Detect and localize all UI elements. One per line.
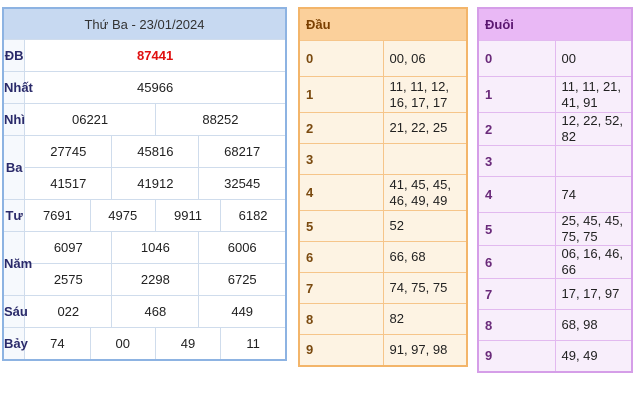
prize-value: 449 bbox=[198, 295, 287, 328]
dau-key: 4 bbox=[298, 174, 384, 211]
row-nhi: Nhì 06221 88252 bbox=[2, 103, 287, 136]
row-db: ĐB 87441 bbox=[2, 39, 287, 72]
dau-key: 6 bbox=[298, 241, 384, 273]
prize-label: Ba bbox=[2, 135, 26, 200]
prize-label: Nhì bbox=[2, 103, 26, 136]
dau-title: Đầu bbox=[298, 7, 468, 41]
prize-label: Sáu bbox=[2, 295, 28, 328]
duoi-key: 0 bbox=[477, 40, 556, 77]
dau-value: 11, 11, 12, 16, 17, 17 bbox=[382, 76, 468, 113]
prize-value: 4975 bbox=[89, 199, 156, 232]
duoi-key: 7 bbox=[477, 278, 556, 310]
duoi-value: 49, 49 bbox=[554, 340, 633, 372]
prize-value: 45816 bbox=[111, 135, 200, 168]
dau-value: 66, 68 bbox=[382, 241, 468, 273]
prize-value: 6182 bbox=[220, 199, 287, 232]
prize-value: 49 bbox=[154, 327, 222, 361]
results-title: Thứ Ba - 23/01/2024 bbox=[2, 7, 287, 40]
duoi-key: 4 bbox=[477, 176, 556, 213]
prize-label: Bảy bbox=[2, 327, 28, 361]
duoi-title: Đuôi bbox=[477, 7, 633, 41]
row-tu: Tư 7691 4975 9911 6182 bbox=[2, 199, 287, 232]
prize-value: 27745 bbox=[24, 135, 113, 168]
dau-key: 9 bbox=[298, 334, 384, 366]
prize-db-value: 87441 bbox=[24, 39, 287, 72]
duoi-key: 8 bbox=[477, 309, 556, 341]
prize-value: 6725 bbox=[198, 263, 287, 296]
row-ba-2: 41517 41912 32545 bbox=[3, 167, 287, 200]
prize-value: 6097 bbox=[24, 231, 113, 264]
duoi-key: 5 bbox=[477, 212, 556, 246]
dau-key: 8 bbox=[298, 303, 384, 335]
prize-value: 1046 bbox=[111, 231, 200, 264]
dau-value: 74, 75, 75 bbox=[382, 272, 468, 304]
duoi-table: Đuôi 0 00 1 11, 11, 21, 41, 91 2 12, 22, 52… bbox=[477, 7, 633, 373]
duoi-value: 17, 17, 97 bbox=[554, 278, 633, 310]
dau-value: 00, 06 bbox=[382, 40, 468, 77]
duoi-value bbox=[554, 145, 633, 177]
prize-value: 2298 bbox=[111, 263, 200, 296]
duoi-value: 68, 98 bbox=[554, 309, 633, 341]
duoi-key: 6 bbox=[477, 245, 556, 279]
prize-value: 7691 bbox=[24, 199, 91, 232]
duoi-key: 2 bbox=[477, 112, 556, 146]
prize-value: 74 bbox=[24, 327, 91, 361]
dau-value: 52 bbox=[382, 210, 468, 242]
duoi-value: 25, 45, 45, 75, 75 bbox=[554, 212, 633, 246]
prize-value: 468 bbox=[111, 295, 200, 328]
duoi-key: 9 bbox=[477, 340, 556, 372]
duoi-value: 06, 16, 46, 66 bbox=[554, 245, 633, 279]
prize-label: Tư bbox=[2, 199, 26, 232]
prize-value: 022 bbox=[24, 295, 113, 328]
prize-label: ĐB bbox=[2, 39, 26, 72]
prize-label: Nhất bbox=[2, 71, 33, 104]
dau-value: 41, 45, 45, 46, 49, 49 bbox=[382, 174, 468, 211]
row-nhat: Nhất 45966 bbox=[2, 71, 287, 104]
prize-value: 00 bbox=[89, 327, 156, 361]
duoi-value: 00 bbox=[554, 40, 633, 77]
dau-value: 21, 22, 25 bbox=[382, 112, 468, 144]
prize-value: 2575 bbox=[24, 263, 113, 296]
prize-value: 11 bbox=[220, 327, 287, 361]
dau-key: 7 bbox=[298, 272, 384, 304]
row-nam: Năm 6097 1046 6006 bbox=[2, 231, 287, 296]
prize-value: 68217 bbox=[198, 135, 287, 168]
dau-key: 5 bbox=[298, 210, 384, 242]
dau-key: 0 bbox=[298, 40, 384, 77]
duoi-value: 11, 11, 21, 41, 91 bbox=[554, 76, 633, 113]
row-nam-2: 2575 2298 6725 bbox=[3, 263, 287, 296]
dau-key: 2 bbox=[298, 112, 384, 144]
dau-value bbox=[382, 143, 468, 175]
prize-value: 9911 bbox=[154, 199, 222, 232]
prize-value: 32545 bbox=[198, 167, 287, 200]
prize-value: 41517 bbox=[24, 167, 113, 200]
prize-label: Năm bbox=[2, 231, 32, 296]
duoi-key: 3 bbox=[477, 145, 556, 177]
row-sau: Sáu 022 468 449 bbox=[2, 295, 287, 328]
dau-table: Đầu 0 00, 06 1 11, 11, 12, 16, 17, 17 2 21,… bbox=[298, 7, 468, 367]
prize-value: 41912 bbox=[111, 167, 200, 200]
results-table: Thứ Ba - 23/01/2024 ĐB 87441 Nhất 45966 … bbox=[2, 7, 287, 361]
prize-value: 06221 bbox=[24, 103, 156, 136]
prize-value: 45966 bbox=[24, 71, 287, 104]
row-ba: Ba 27745 45816 68217 bbox=[2, 135, 287, 200]
row-bay: Bảy 74 00 49 11 bbox=[2, 327, 287, 361]
prize-value: 88252 bbox=[154, 103, 287, 136]
dau-value: 91, 97, 98 bbox=[382, 334, 468, 366]
duoi-value: 12, 22, 52, 82 bbox=[554, 112, 633, 146]
dau-value: 82 bbox=[382, 303, 468, 335]
dau-key: 3 bbox=[298, 143, 384, 175]
dau-key: 1 bbox=[298, 76, 384, 113]
duoi-value: 74 bbox=[554, 176, 633, 213]
duoi-key: 1 bbox=[477, 76, 556, 113]
prize-value: 6006 bbox=[198, 231, 287, 264]
